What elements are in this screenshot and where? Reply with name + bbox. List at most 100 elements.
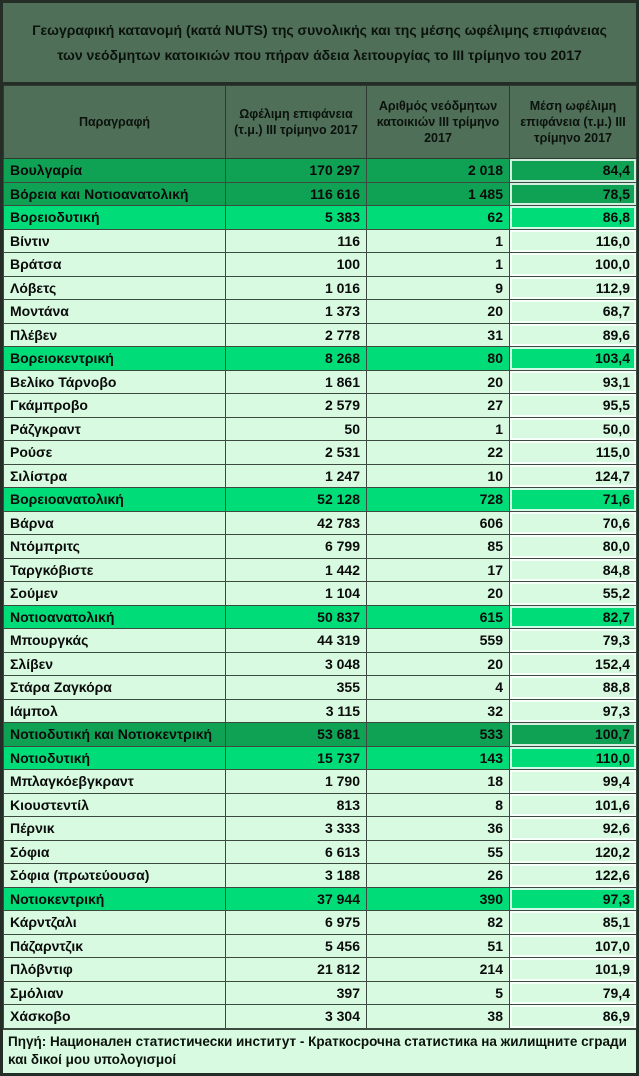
region-name-cell: Ταργκόβιστε — [3, 557, 226, 582]
region-name-cell: Βορειοκεντρική — [3, 346, 226, 371]
value-cell: 122,6 — [509, 863, 637, 888]
value-cell: 36 — [366, 816, 510, 841]
value-cell: 82,7 — [509, 604, 637, 629]
table-row: Σιλίστρα 1 247 10 124,7 — [3, 463, 637, 488]
value-cell: 80 — [366, 346, 510, 371]
table-row: Σλίβεν 3 048 20 152,4 — [3, 651, 637, 676]
value-cell: 44 319 — [225, 628, 367, 653]
value-cell: 3 048 — [225, 651, 367, 676]
data-table: Παραγραφή Ωφέλιμη επιφάνεια (τ.μ.) III τ… — [3, 85, 637, 1029]
value-cell: 3 304 — [225, 1004, 367, 1029]
value-cell: 107,0 — [509, 933, 637, 958]
value-cell: 355 — [225, 675, 367, 700]
table-row: Λόβετς 1 016 9 112,9 — [3, 275, 637, 300]
region-name-cell: Ντόμπριτς — [3, 534, 226, 559]
source-note: Πηγή: Национален статистически институт … — [3, 1028, 636, 1073]
value-cell: 89,6 — [509, 322, 637, 347]
value-cell: 4 — [366, 675, 510, 700]
column-header-useful-area: Ωφέλιμη επιφάνεια (τ.μ.) III τρίμηνο 201… — [225, 85, 367, 159]
value-cell: 51 — [366, 933, 510, 958]
value-cell: 20 — [366, 369, 510, 394]
table-row: Νοτιοκεντρική 37 944 390 97,3 — [3, 886, 637, 911]
table-row: Σούμεν 1 104 20 55,2 — [3, 581, 637, 606]
region-name-cell: Βορειοανατολική — [3, 487, 226, 512]
table-row: Μοντάνα 1 373 20 68,7 — [3, 299, 637, 324]
value-cell: 92,6 — [509, 816, 637, 841]
value-cell: 1 — [366, 252, 510, 277]
region-name-cell: Κάρντζαλι — [3, 910, 226, 935]
table-row: Γκάμπροβο 2 579 27 95,5 — [3, 393, 637, 418]
region-name-cell: Μοντάνα — [3, 299, 226, 324]
value-cell: 79,4 — [509, 980, 637, 1005]
value-cell: 42 783 — [225, 510, 367, 535]
value-cell: 18 — [366, 769, 510, 794]
region-name-cell: Βάρνα — [3, 510, 226, 535]
region-name-cell: Κιουστεντίλ — [3, 792, 226, 817]
value-cell: 95,5 — [509, 393, 637, 418]
value-cell: 50 837 — [225, 604, 367, 629]
value-cell: 116 — [225, 228, 367, 253]
value-cell: 26 — [366, 863, 510, 888]
table-row: Ράζγκραντ 50 1 50,0 — [3, 416, 637, 441]
column-header-average-area: Μέση ωφέλιμη επιφάνεια (τ.μ.) III τρίμην… — [509, 85, 637, 159]
value-cell: 84,8 — [509, 557, 637, 582]
table-body: Βουλγαρία 170 297 2 018 84,4 Βόρεια και Νοτι… — [3, 158, 637, 1029]
region-name-cell: Βίντιν — [3, 228, 226, 253]
value-cell: 8 268 — [225, 346, 367, 371]
value-cell: 5 456 — [225, 933, 367, 958]
table-row: Βάρνα 42 783 606 70,6 — [3, 510, 637, 535]
region-name-cell: Βράτσα — [3, 252, 226, 277]
region-name-cell: Χάσκοβο — [3, 1004, 226, 1029]
value-cell: 85 — [366, 534, 510, 559]
value-cell: 120,2 — [509, 839, 637, 864]
value-cell: 97,3 — [509, 886, 637, 911]
value-cell: 1 — [366, 416, 510, 441]
table-row: Βράτσα 100 1 100,0 — [3, 252, 637, 277]
value-cell: 1 — [366, 228, 510, 253]
value-cell: 93,1 — [509, 369, 637, 394]
table-row: Βίντιν 116 1 116,0 — [3, 228, 637, 253]
table-row: Βελίκο Τάρνοβο 1 861 20 93,1 — [3, 369, 637, 394]
value-cell: 27 — [366, 393, 510, 418]
value-cell: 22 — [366, 440, 510, 465]
table-row: Ιάμπολ 3 115 32 97,3 — [3, 698, 637, 723]
value-cell: 50 — [225, 416, 367, 441]
region-name-cell: Βελίκο Τάρνοβο — [3, 369, 226, 394]
table-row: Νοτιοανατολική 50 837 615 82,7 — [3, 604, 637, 629]
value-cell: 62 — [366, 205, 510, 230]
value-cell: 9 — [366, 275, 510, 300]
value-cell: 112,9 — [509, 275, 637, 300]
value-cell: 31 — [366, 322, 510, 347]
column-header-description: Παραγραφή — [3, 85, 226, 159]
value-cell: 82 — [366, 910, 510, 935]
table-row: Βουλγαρία 170 297 2 018 84,4 — [3, 158, 637, 183]
table-row: Ντόμπριτς 6 799 85 80,0 — [3, 534, 637, 559]
region-name-cell: Σούμεν — [3, 581, 226, 606]
value-cell: 214 — [366, 957, 510, 982]
value-cell: 170 297 — [225, 158, 367, 183]
value-cell: 1 861 — [225, 369, 367, 394]
value-cell: 2 579 — [225, 393, 367, 418]
value-cell: 390 — [366, 886, 510, 911]
value-cell: 71,6 — [509, 487, 637, 512]
value-cell: 533 — [366, 722, 510, 747]
region-name-cell: Πάζαρντζικ — [3, 933, 226, 958]
region-name-cell: Ιάμπολ — [3, 698, 226, 723]
region-name-cell: Νοτιοκεντρική — [3, 886, 226, 911]
table-title: Γεωγραφική κατανομή (κατά NUTS) της συνο… — [3, 3, 636, 85]
table-row: Νοτιοδυτική 15 737 143 110,0 — [3, 745, 637, 770]
value-cell: 143 — [366, 745, 510, 770]
region-name-cell: Πλόβντιφ — [3, 957, 226, 982]
value-cell: 152,4 — [509, 651, 637, 676]
value-cell: 20 — [366, 581, 510, 606]
value-cell: 1 016 — [225, 275, 367, 300]
table-header: Παραγραφή Ωφέλιμη επιφάνεια (τ.μ.) III τ… — [3, 85, 637, 159]
value-cell: 70,6 — [509, 510, 637, 535]
value-cell: 86,9 — [509, 1004, 637, 1029]
table-row: Κιουστεντίλ 813 8 101,6 — [3, 792, 637, 817]
table-row: Πλόβντιφ 21 812 214 101,9 — [3, 957, 637, 982]
table-row: Σμόλιαν 397 5 79,4 — [3, 980, 637, 1005]
value-cell: 78,5 — [509, 181, 637, 206]
value-cell: 103,4 — [509, 346, 637, 371]
